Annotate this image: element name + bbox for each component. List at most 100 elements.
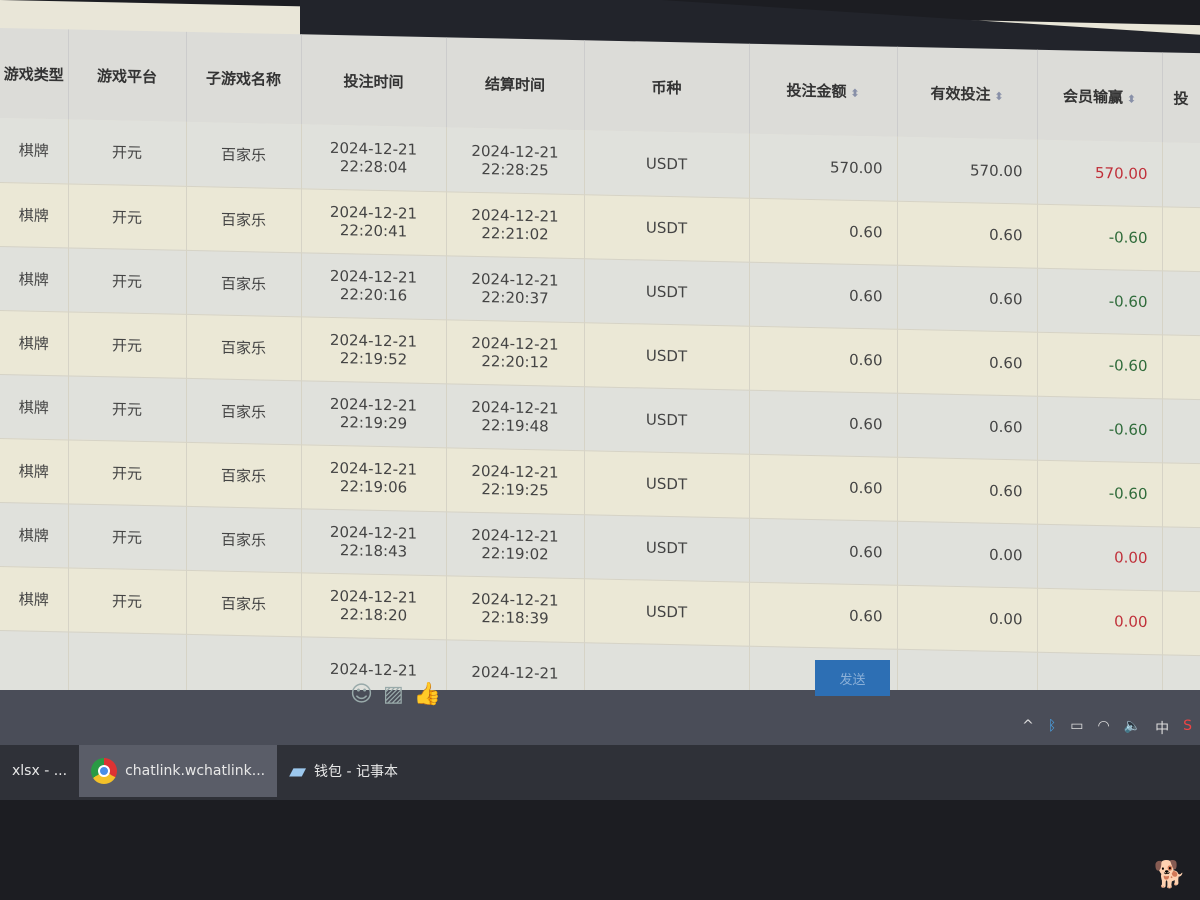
bluetooth-icon[interactable]: ᛒ [1047,718,1057,734]
win: -0.60 [1108,228,1148,248]
cell [68,631,186,698]
cell-currency: USDT [584,322,749,390]
bet_date: 2024-12-21 [329,330,418,351]
cell-win: 570.00 [1037,139,1162,207]
type: 棋牌 [18,333,49,353]
bet_date: 2024-12-21 [329,138,418,159]
smile-icon[interactable]: ☺ [350,682,373,707]
wifi-icon[interactable]: ◠ [1097,718,1110,734]
column-header[interactable]: 有效投注 ⬍ [897,46,1037,140]
cell-amount: 0.60 [749,197,897,265]
platform: 开元 [111,463,142,483]
type: 棋牌 [18,141,49,161]
type: 棋牌 [18,461,49,481]
valid: 0.60 [989,289,1023,309]
column-header[interactable]: 投注金额 ⬍ [749,43,897,137]
send-button[interactable]: 发送 [815,660,890,696]
cell-extra [1162,398,1200,464]
taskbar-item-chrome[interactable]: chatlink.wchatlink... [79,745,278,797]
game: 百家乐 [220,530,266,550]
cell-valid: 0.60 [897,456,1037,524]
settle_date: 2024-12-21 [471,589,559,610]
date: 2024-12-21 [329,659,418,680]
valid: 570.00 [970,161,1023,181]
currency: USDT [645,218,688,238]
amount: 0.60 [849,222,883,242]
cell-bet-time: 2024-12-21 22:18:20 [301,572,446,640]
cell-amount: 570.00 [749,133,897,201]
win: -0.60 [1108,292,1148,312]
win: -0.60 [1108,484,1148,504]
win: 0.00 [1114,612,1148,632]
cell-extra [1162,334,1200,400]
image-icon[interactable]: ▨ [382,682,404,707]
column-header[interactable]: 投 [1162,52,1200,144]
cell-platform: 开元 [68,119,186,186]
platform: 开元 [111,591,142,611]
bet-records-table: 游戏类型 游戏平台 子游戏名称 投注时间 结算时间 币种 投注金额 ⬍ 有效投注 ⬍ 会员输赢 … [0,28,1200,720]
taskbar-item-notepad[interactable]: ▰ 钱包 - 记事本 [277,745,410,797]
cell-amount: 0.60 [749,453,897,521]
platform: 开元 [111,143,142,163]
type: 棋牌 [18,205,49,225]
sogou-icon[interactable]: S [1183,718,1192,734]
type: 棋牌 [18,397,49,417]
volume-icon[interactable]: 🔈 [1123,718,1142,734]
settle_time: 22:19:02 [481,544,549,564]
cell-valid: 0.60 [897,392,1037,460]
column-header: 游戏平台 [68,29,186,122]
currency: USDT [645,474,688,494]
platform: 开元 [111,399,142,419]
currency: USDT [645,282,688,302]
sort-icon[interactable]: ⬍ [1122,92,1137,106]
cell-bet-time: 2024-12-21 22:20:41 [301,188,446,256]
cell-currency: USDT [584,258,749,326]
chat-input-bar: ☺ ▨ 👍 发送 ^ ᛒ ▭ ◠ 🔈 中 S [0,660,1200,750]
chevron-up-icon[interactable]: ^ [1022,718,1034,734]
cell-valid: 0.60 [897,200,1037,268]
cell-currency: USDT [584,130,749,198]
type: 棋牌 [18,269,49,289]
ime-indicator[interactable]: 中 [1155,721,1170,737]
cell-extra [1162,142,1200,208]
cell-extra [1162,590,1200,656]
platform: 开元 [111,271,142,291]
cell-type: 棋牌 [0,566,68,632]
cell-amount: 0.60 [749,517,897,585]
column-header: 币种 [584,40,749,134]
settle_date: 2024-12-21 [471,525,559,546]
settle_time: 22:19:48 [481,416,549,436]
cell-type: 棋牌 [0,374,68,440]
cell-extra [1162,270,1200,336]
game: 百家乐 [220,594,266,614]
taskbar-item-excel[interactable]: xlsx - ... [0,745,79,797]
cell-type: 棋牌 [0,118,68,184]
column-header[interactable]: 会员输赢 ⬍ [1037,49,1162,143]
currency: USDT [645,538,688,558]
battery-icon[interactable]: ▭ [1070,718,1084,734]
currency: USDT [645,346,688,366]
settle_time: 22:21:02 [481,224,549,244]
thumbs-up-icon[interactable]: 👍 [413,682,442,707]
cell-game: 百家乐 [186,249,301,317]
bet_date: 2024-12-21 [329,202,418,223]
cell-settle-time: 2024-12-21 22:19:02 [446,511,584,579]
settle_date: 2024-12-21 [471,269,559,290]
settle_date: 2024-12-21 [471,461,559,482]
sort-icon[interactable]: ⬍ [846,86,860,100]
cell-bet-time: 2024-12-21 22:20:16 [301,252,446,320]
taskbar: xlsx - ... chatlink.wchatlink... ▰ 钱包 - 记… [0,745,1200,800]
cell-type: 棋牌 [0,310,68,376]
game: 百家乐 [220,338,266,358]
cell-currency: USDT [584,194,749,262]
game: 百家乐 [220,402,266,422]
game: 百家乐 [220,145,266,165]
cell-settle-time: 2024-12-21 22:20:12 [446,319,584,387]
sort-icon[interactable]: ⬍ [990,89,1004,103]
cell-platform: 开元 [68,183,186,250]
cell-platform: 开元 [68,567,186,634]
header-label: 游戏平台 [96,66,157,86]
bet_time: 22:28:04 [339,156,408,177]
bet_date: 2024-12-21 [329,458,418,479]
cell-game: 百家乐 [186,121,301,189]
